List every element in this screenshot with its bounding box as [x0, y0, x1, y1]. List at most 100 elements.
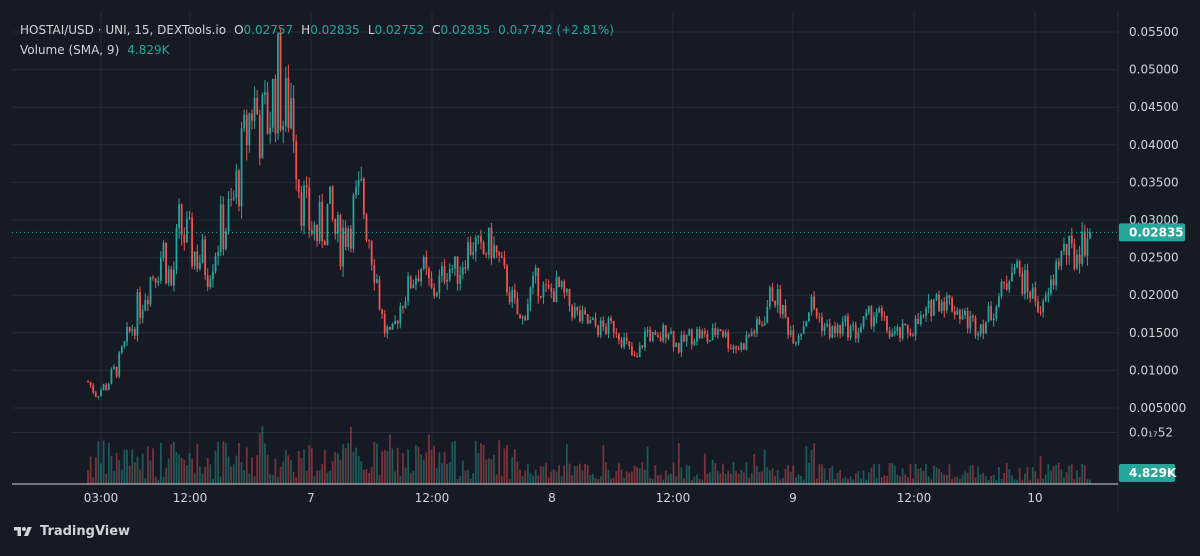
candle-body: [732, 346, 735, 350]
chart-legend: HOSTAI/USD · UNI, 15, DEXTools.io O 0.027…: [20, 20, 614, 60]
candle-body: [914, 318, 917, 336]
candle-body: [1029, 291, 1032, 299]
volume-bar: [732, 462, 735, 484]
time-tick-label: 03:00: [84, 491, 119, 505]
candle-body: [771, 287, 774, 302]
candle-body: [703, 331, 706, 334]
volume-bar: [373, 441, 376, 484]
volume-bar: [998, 467, 1000, 484]
volume-bar: [940, 472, 943, 484]
candle-body: [922, 315, 925, 317]
candle-body: [118, 352, 121, 377]
candle-body: [631, 345, 633, 355]
candle-body: [1021, 273, 1024, 294]
volume-bar: [519, 469, 521, 484]
volume-bar: [318, 470, 321, 484]
volume-bar: [222, 441, 225, 484]
candle-body: [680, 334, 683, 353]
volume-bar: [550, 471, 553, 484]
volume-bar: [917, 468, 920, 484]
candle-body: [737, 348, 740, 350]
volume-bar: [386, 450, 389, 484]
volume-bar: [144, 478, 147, 484]
tradingview-branding[interactable]: TradingView: [12, 524, 130, 539]
candle-body: [750, 331, 753, 336]
candle-body: [513, 289, 516, 299]
volume-bar: [631, 471, 633, 484]
volume-bar: [417, 446, 420, 484]
candle-body: [219, 204, 222, 252]
volume-bar: [412, 470, 415, 484]
candle-body: [375, 279, 378, 283]
volume-bar: [323, 450, 326, 484]
candle-body: [961, 315, 964, 320]
candle-body: [823, 325, 826, 331]
volume-bar: [891, 463, 894, 484]
volume-bar: [170, 444, 173, 484]
volume-bar: [446, 463, 449, 484]
volume-bar: [670, 473, 672, 484]
volume-bar: [813, 443, 816, 484]
candle-body: [396, 320, 399, 324]
volume-bar: [467, 470, 469, 484]
volume-bar: [193, 472, 196, 484]
volume-bar: [914, 463, 917, 484]
candle-body: [685, 335, 688, 342]
volume-bar: [758, 472, 761, 484]
candle-body: [110, 369, 113, 384]
volume-bar: [378, 475, 381, 484]
candle-body: [545, 284, 547, 286]
volume-bar: [563, 465, 566, 484]
candle-body: [758, 319, 761, 325]
candle-body: [316, 224, 318, 242]
volume-bar: [711, 459, 714, 484]
volume-bar: [784, 469, 787, 484]
candle-body: [217, 251, 220, 257]
volume-bar: [269, 474, 272, 484]
time-tick-label: 8: [548, 491, 556, 505]
volume-bar: [623, 478, 626, 484]
candle-body: [352, 195, 355, 249]
volume-bar: [821, 464, 823, 484]
candle-body: [696, 329, 698, 342]
time-tick-label: 9: [789, 491, 797, 505]
volume-bar: [935, 467, 938, 484]
candle-body: [500, 255, 503, 258]
volume-bar: [662, 479, 665, 484]
volume-bar: [292, 471, 295, 484]
candle-body: [857, 332, 860, 339]
price-tick-label: 0.01500: [1129, 326, 1179, 340]
candle-body: [888, 330, 891, 337]
candle-body: [378, 279, 381, 310]
volume-label[interactable]: Volume (SMA, 9): [20, 43, 120, 57]
volume-bar: [961, 474, 964, 484]
candle-body: [740, 343, 743, 350]
candle-body: [399, 306, 402, 324]
candle-body: [1050, 279, 1052, 294]
candle-body: [321, 201, 324, 242]
volume-bar: [571, 475, 573, 484]
volume-bar: [375, 443, 378, 484]
volume-bar: [654, 465, 657, 484]
volume-bar: [847, 479, 849, 484]
volume-bar: [644, 469, 646, 484]
volume-value: 4.829K: [127, 43, 170, 57]
candle-body: [506, 265, 508, 293]
candle-body: [511, 289, 514, 302]
candle-body: [563, 281, 566, 293]
volume-bar: [927, 476, 930, 484]
symbol-title[interactable]: HOSTAI/USD · UNI, 15, DEXTools.io: [20, 23, 227, 37]
candle-body: [745, 335, 748, 350]
candle-body: [683, 334, 685, 342]
volume-bar: [589, 475, 592, 484]
candle-body: [623, 337, 626, 347]
candle-body: [100, 390, 102, 397]
candle-body: [305, 185, 308, 188]
candle-body: [1060, 251, 1063, 267]
volume-bar: [1042, 478, 1045, 484]
volume-bar: [365, 468, 368, 484]
volume-bar: [896, 474, 899, 484]
volume-bar: [641, 462, 644, 484]
